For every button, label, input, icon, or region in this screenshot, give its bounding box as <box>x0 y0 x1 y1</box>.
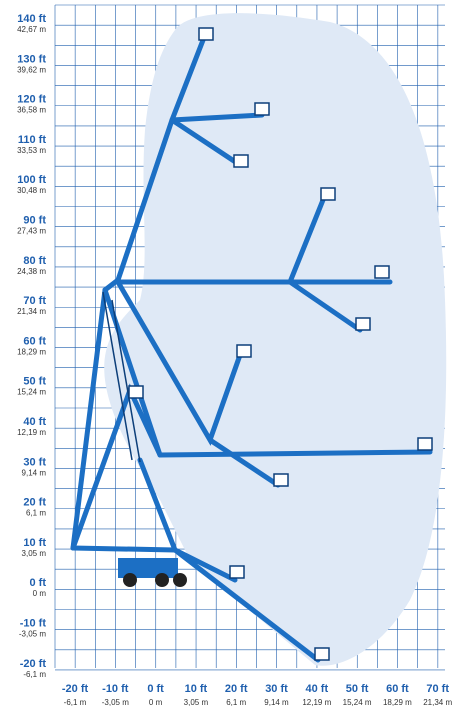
y-tick-label: 140 ft <box>17 13 46 25</box>
y-tick-label: -10 ft <box>20 618 47 630</box>
y-tick-sublabel: 39,62 m <box>17 65 46 74</box>
y-tick-sublabel: 24,38 m <box>17 267 46 276</box>
x-tick-label: -10 ft <box>102 683 129 695</box>
y-tick-sublabel: 33,53 m <box>17 146 46 155</box>
x-tick-sublabel: 21,34 m <box>423 698 452 707</box>
x-tick-label: 60 ft <box>386 683 409 695</box>
machine-booms <box>70 27 433 663</box>
y-tick-sublabel: 18,29 m <box>17 347 46 356</box>
x-tick-sublabel: 9,14 m <box>264 698 289 707</box>
y-tick-sublabel: 42,67 m <box>17 25 46 34</box>
y-tick-label: 80 ft <box>23 255 46 267</box>
y-tick-sublabel: -6,1 m <box>23 670 46 679</box>
y-tick-sublabel: 12,19 m <box>17 428 46 437</box>
y-tick-label: 90 ft <box>23 215 46 227</box>
y-tick-sublabel: -3,05 m <box>19 630 46 639</box>
y-tick-sublabel: 30,48 m <box>17 186 46 195</box>
y-tick-label: 50 ft <box>23 376 46 388</box>
x-tick-label: 10 ft <box>185 683 208 695</box>
y-tick-label: 110 ft <box>18 134 46 146</box>
x-tick-label: 30 ft <box>265 683 288 695</box>
x-tick-label: 50 ft <box>346 683 369 695</box>
x-tick-sublabel: 6,1 m <box>226 698 246 707</box>
y-tick-label: 40 ft <box>23 416 46 428</box>
y-tick-label: 10 ft <box>23 537 46 549</box>
y-tick-label: 100 ft <box>17 174 46 186</box>
y-tick-label: 60 ft <box>23 335 46 347</box>
y-tick-label: 30 ft <box>23 456 46 468</box>
x-tick-label: 40 ft <box>305 683 328 695</box>
y-tick-label: 120 ft <box>17 94 46 106</box>
x-tick-sublabel: 18,29 m <box>383 698 412 707</box>
y-tick-sublabel: 6,1 m <box>26 509 46 518</box>
x-tick-sublabel: -6,1 m <box>64 698 87 707</box>
x-tick-label: 70 ft <box>426 683 449 695</box>
x-tick-sublabel: 3,05 m <box>184 698 209 707</box>
x-tick-label: 0 ft <box>147 683 164 695</box>
y-tick-sublabel: 21,34 m <box>17 307 46 316</box>
y-tick-label: -20 ft <box>20 658 47 670</box>
x-tick-sublabel: 0 m <box>149 698 163 707</box>
y-tick-sublabel: 15,24 m <box>17 388 46 397</box>
y-tick-sublabel: 27,43 m <box>17 227 46 236</box>
x-tick-sublabel: 15,24 m <box>343 698 372 707</box>
y-tick-label: 130 ft <box>17 53 46 65</box>
y-tick-sublabel: 3,05 m <box>22 549 47 558</box>
x-tick-sublabel: -3,05 m <box>102 698 129 707</box>
x-tick-sublabel: 12,19 m <box>302 698 331 707</box>
y-tick-sublabel: 9,14 m <box>22 468 47 477</box>
x-tick-label: 20 ft <box>225 683 248 695</box>
x-tick-label: -20 ft <box>62 683 89 695</box>
y-tick-sublabel: 36,58 m <box>17 106 46 115</box>
y-tick-label: 20 ft <box>23 497 46 509</box>
working-envelope <box>104 13 447 666</box>
y-tick-label: 0 ft <box>30 577 47 589</box>
y-tick-label: 70 ft <box>23 295 46 307</box>
y-tick-sublabel: 0 m <box>33 589 47 598</box>
